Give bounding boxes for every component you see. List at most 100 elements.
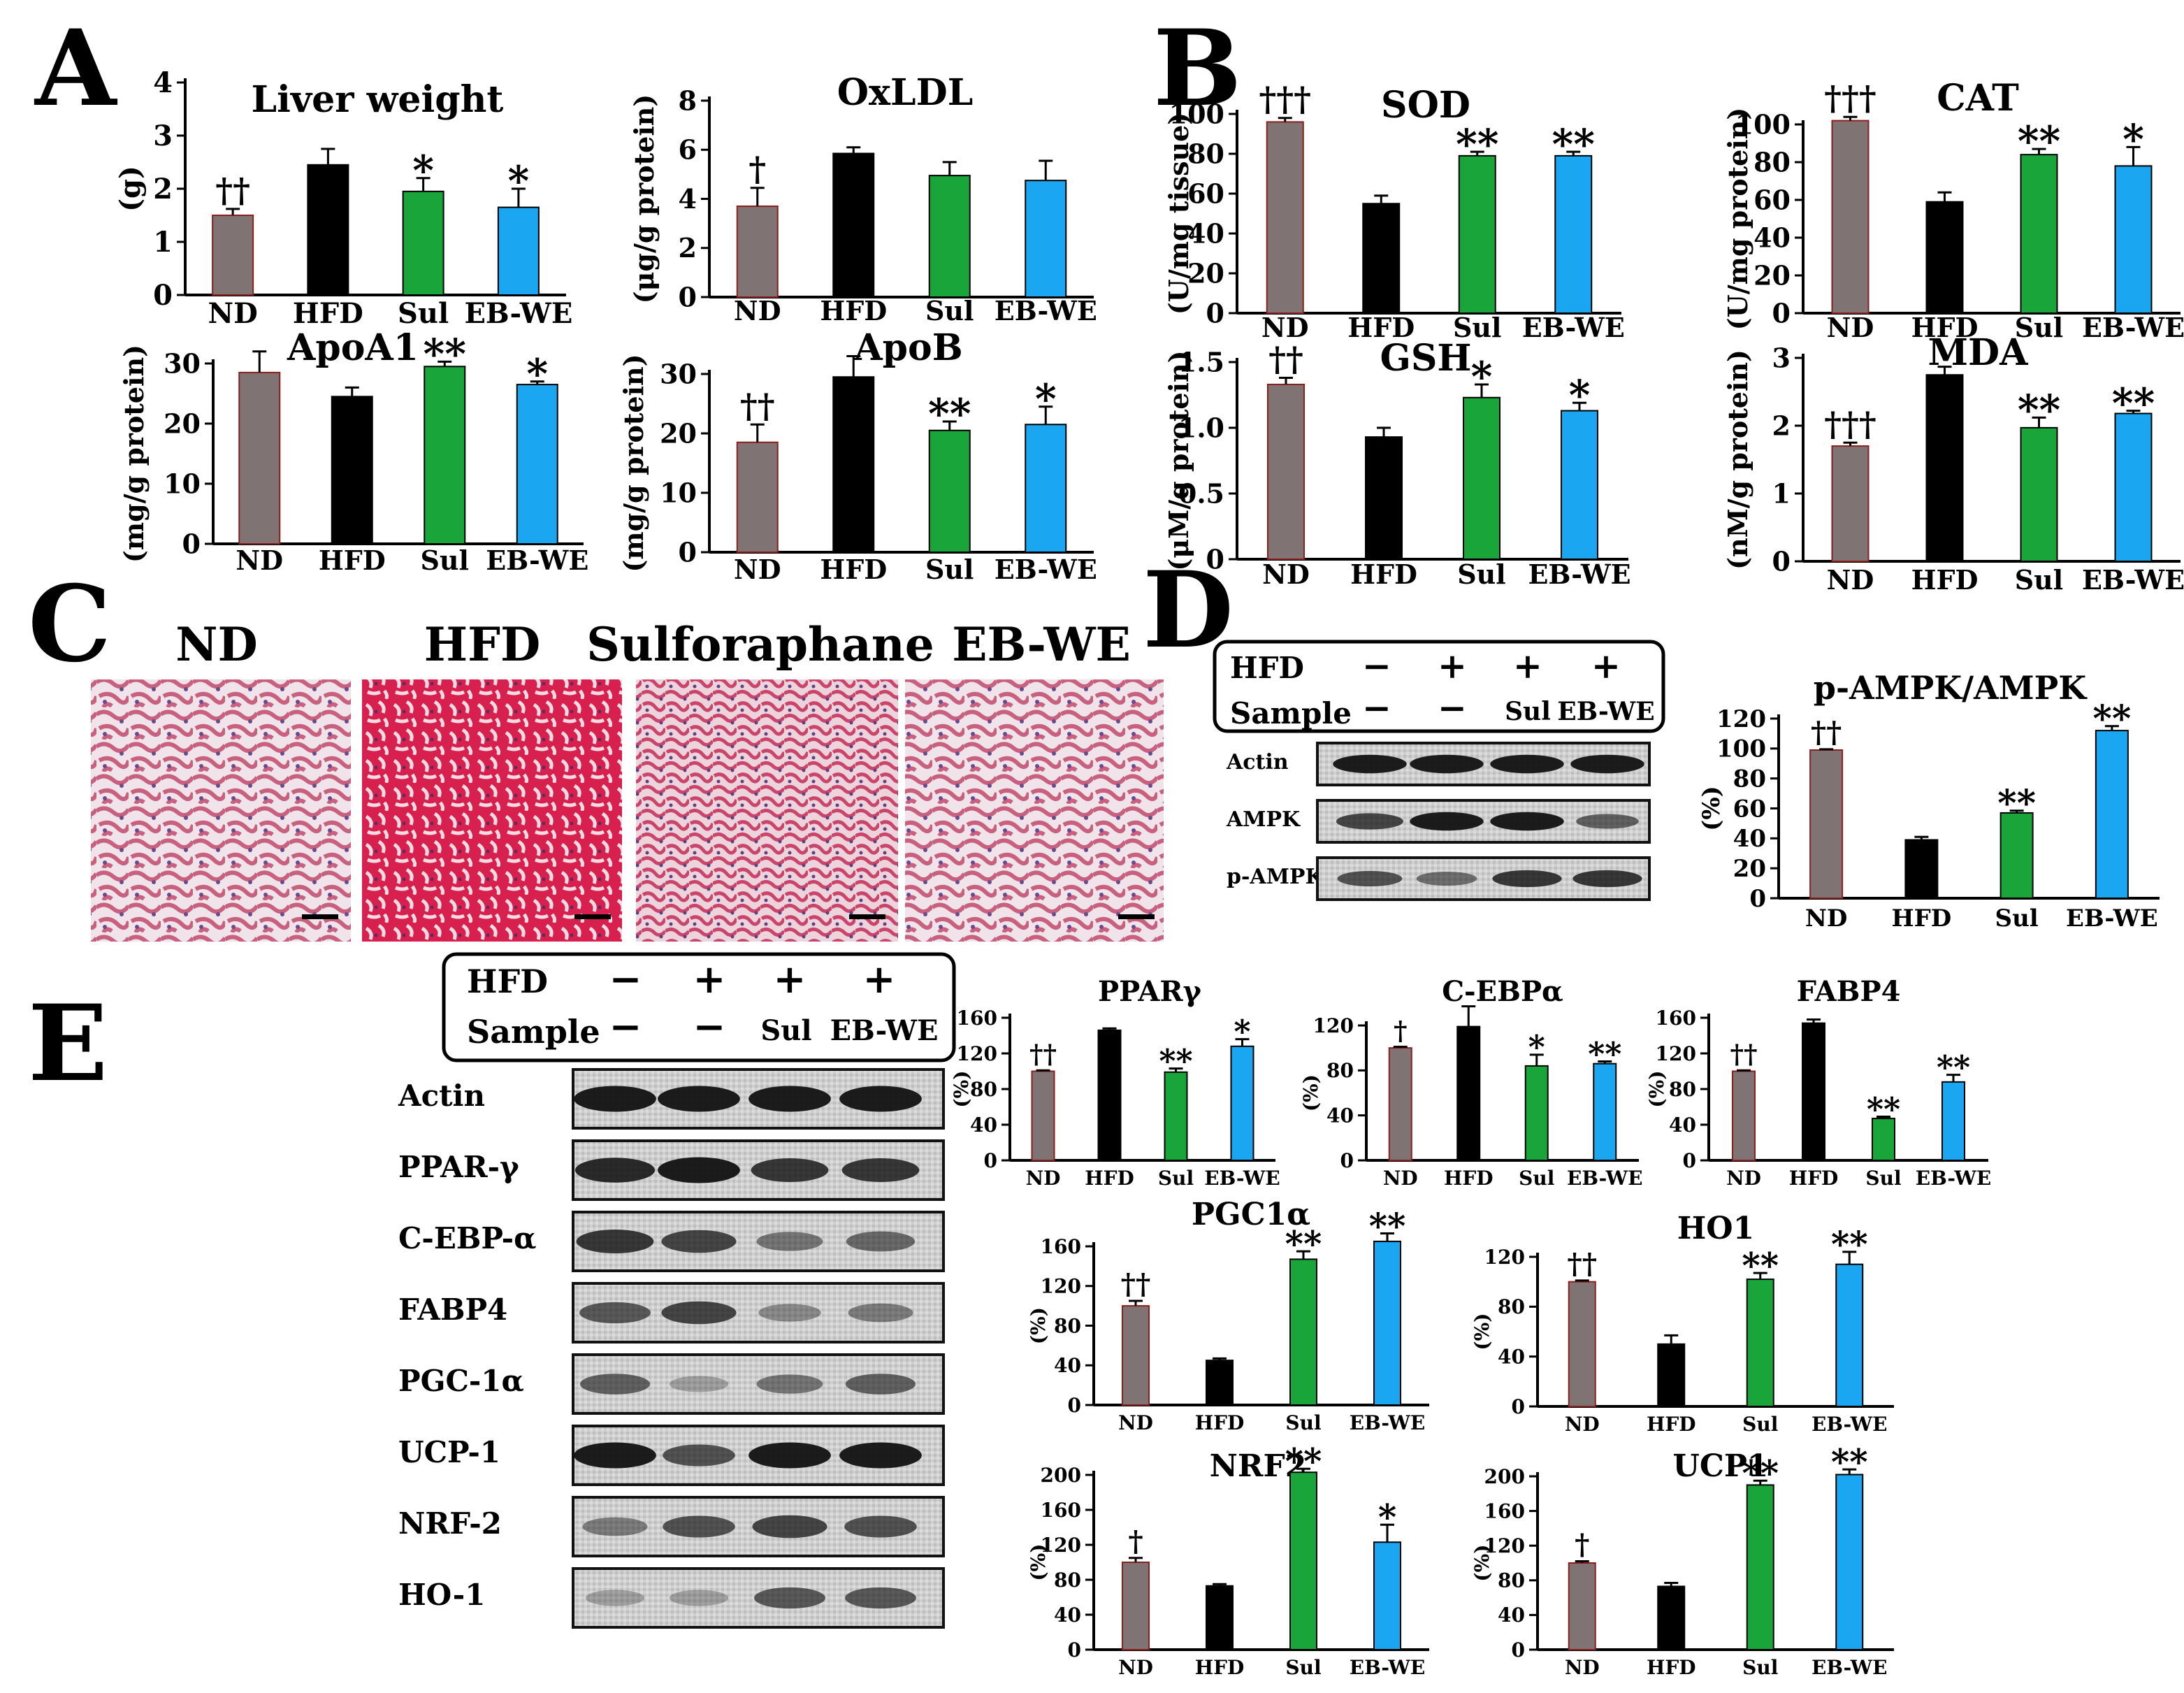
category-label: Sul <box>1158 1167 1194 1190</box>
category-label: EB-WE <box>1350 1656 1425 1679</box>
y-axis-label: (U/mg protein) <box>1722 108 1753 331</box>
y-tick-label: 80 <box>1054 1569 1081 1592</box>
blot-band-label: PPAR-γ <box>398 1150 519 1184</box>
category-label: ND <box>1827 564 1874 596</box>
y-tick-label: 80 <box>1498 1295 1525 1318</box>
bar-eb-we <box>1230 1045 1254 1162</box>
blot-band <box>1572 870 1642 888</box>
blot-band-label: Actin <box>1226 750 1289 775</box>
category-label: EB-WE <box>1204 1167 1280 1190</box>
blot-band <box>658 1086 740 1112</box>
bar-sul <box>1872 1118 1895 1161</box>
blot-e-header-label: HFD <box>467 963 548 1000</box>
chart-fabp4: 0 40 80 120 160 (%) FABP4 †† ND HFD ** Sul ** EB-WE <box>1645 975 1991 1190</box>
category-label: EB-WE <box>1522 312 1625 343</box>
bar-sul <box>2020 426 2058 562</box>
y-tick-label: 40 <box>1054 1604 1081 1627</box>
bar-eb-we <box>1835 1474 1864 1651</box>
bar-sul <box>1463 396 1500 561</box>
category-label: Sul <box>1742 1413 1778 1436</box>
bar-eb-we <box>1025 180 1067 298</box>
y-tick-label: 0 <box>1512 1395 1525 1418</box>
y-axis-label: (nM/g protein) <box>1722 350 1753 570</box>
y-tick-label: 40 <box>1498 1604 1525 1627</box>
category-label: HFD <box>1085 1167 1134 1190</box>
category-label: HFD <box>1195 1656 1245 1679</box>
y-tick-label: 80 <box>1054 1314 1081 1337</box>
y-tick-label: 60 <box>1733 795 1766 823</box>
blot-strip <box>572 1282 945 1343</box>
y-tick-label: 120 <box>1484 1534 1525 1557</box>
category-label: ND <box>1261 312 1309 343</box>
histology-label-sulforaphane: Sulforaphane <box>586 617 934 672</box>
blot-band <box>1416 871 1477 886</box>
category-label: Sul <box>1285 1656 1321 1679</box>
blot-band <box>1410 812 1484 831</box>
category-label: Sul <box>420 545 469 576</box>
blot-band <box>574 1442 656 1469</box>
significance-mark: † <box>1575 1528 1589 1562</box>
y-tick-label: 20 <box>164 408 201 439</box>
category-label: EB-WE <box>995 295 1097 326</box>
blot-d-header-value: EB-WE <box>1557 697 1654 726</box>
blot-band <box>1492 870 1562 888</box>
chart-ho1: 0 40 80 120 (%) HO1 †† ND HFD ** Sul ** EB-WE <box>1470 1211 1894 1436</box>
chart-pgc1a: 0 40 80 120 160 (%) PGC1α †† ND HFD ** Sul ** EB-WE <box>1027 1197 1429 1434</box>
y-axis-label: (μg/g protein) <box>628 94 660 304</box>
significance-mark: * <box>1035 375 1057 423</box>
y-axis-label: (g) <box>114 166 147 212</box>
y-tick-label: 80 <box>1753 146 1791 178</box>
bar-hfd <box>1925 374 1964 562</box>
bar-sul <box>1746 1278 1774 1407</box>
bar-hfd <box>1456 1025 1481 1161</box>
blot-band <box>754 1587 825 1609</box>
y-tick-label: 2 <box>679 232 697 264</box>
blot-band-label: p-AMPK <box>1227 865 1324 889</box>
y-tick-label: 0 <box>1206 543 1224 575</box>
category-label: Sul <box>2015 564 2064 596</box>
blot-row-ho-1: HO-1 <box>398 1567 945 1629</box>
significance-mark: ** <box>1369 1205 1406 1246</box>
y-tick-label: 40 <box>1326 1104 1354 1127</box>
y-axis-label: (μM/g protein) <box>1163 350 1194 570</box>
category-label: ND <box>1726 1167 1761 1190</box>
category-label: HFD <box>1347 312 1415 343</box>
bar-eb-we <box>516 384 558 545</box>
category-label: EB-WE <box>2082 312 2184 343</box>
y-axis-label: (%) <box>950 1070 973 1107</box>
significance-mark: ** <box>1831 1441 1868 1483</box>
blot-band <box>1576 814 1639 829</box>
category-label: ND <box>1827 312 1874 343</box>
y-tick-label: 80 <box>1733 765 1766 793</box>
bar-hfd <box>832 376 875 553</box>
category-label: Sul <box>1285 1411 1321 1434</box>
bar-nd <box>1568 1562 1596 1650</box>
y-tick-label: 100 <box>1735 108 1791 140</box>
blot-d-header-value: − <box>1438 687 1467 728</box>
y-tick-label: 10 <box>164 468 201 499</box>
y-tick-label: 80 <box>1187 138 1224 169</box>
blot-band <box>751 1158 829 1183</box>
y-tick-label: 100 <box>1716 735 1766 763</box>
bar-nd <box>1122 1305 1150 1406</box>
bar-sul <box>1289 1258 1317 1406</box>
category-label: EB-WE <box>1528 559 1630 590</box>
bar-hfd <box>1925 201 1964 315</box>
blot-e-header-label: Sample <box>467 1013 600 1051</box>
category-label: HFD <box>1647 1413 1696 1436</box>
significance-mark: †† <box>215 171 250 210</box>
y-tick-label: 20 <box>1187 257 1224 289</box>
y-axis-label: (%) <box>1698 786 1726 830</box>
chart-title: GSH <box>1380 337 1471 380</box>
significance-mark: ** <box>1285 1441 1322 1482</box>
y-tick-label: 8 <box>679 85 697 116</box>
chart-title: ApoB <box>853 326 962 369</box>
bar-sul <box>1746 1484 1774 1650</box>
significance-mark: ** <box>1159 1042 1192 1080</box>
category-label: HFD <box>1892 905 1952 932</box>
category-label: Sul <box>2015 312 2064 343</box>
blot-band <box>752 1515 827 1539</box>
chart-gsh: 0 0.5 1.0 1.5(μM/g protein) GSH †† ND HFD * Sul * E… <box>1163 337 1631 590</box>
y-tick-label: 0 <box>679 281 697 312</box>
significance-mark: ** <box>1588 1035 1621 1073</box>
